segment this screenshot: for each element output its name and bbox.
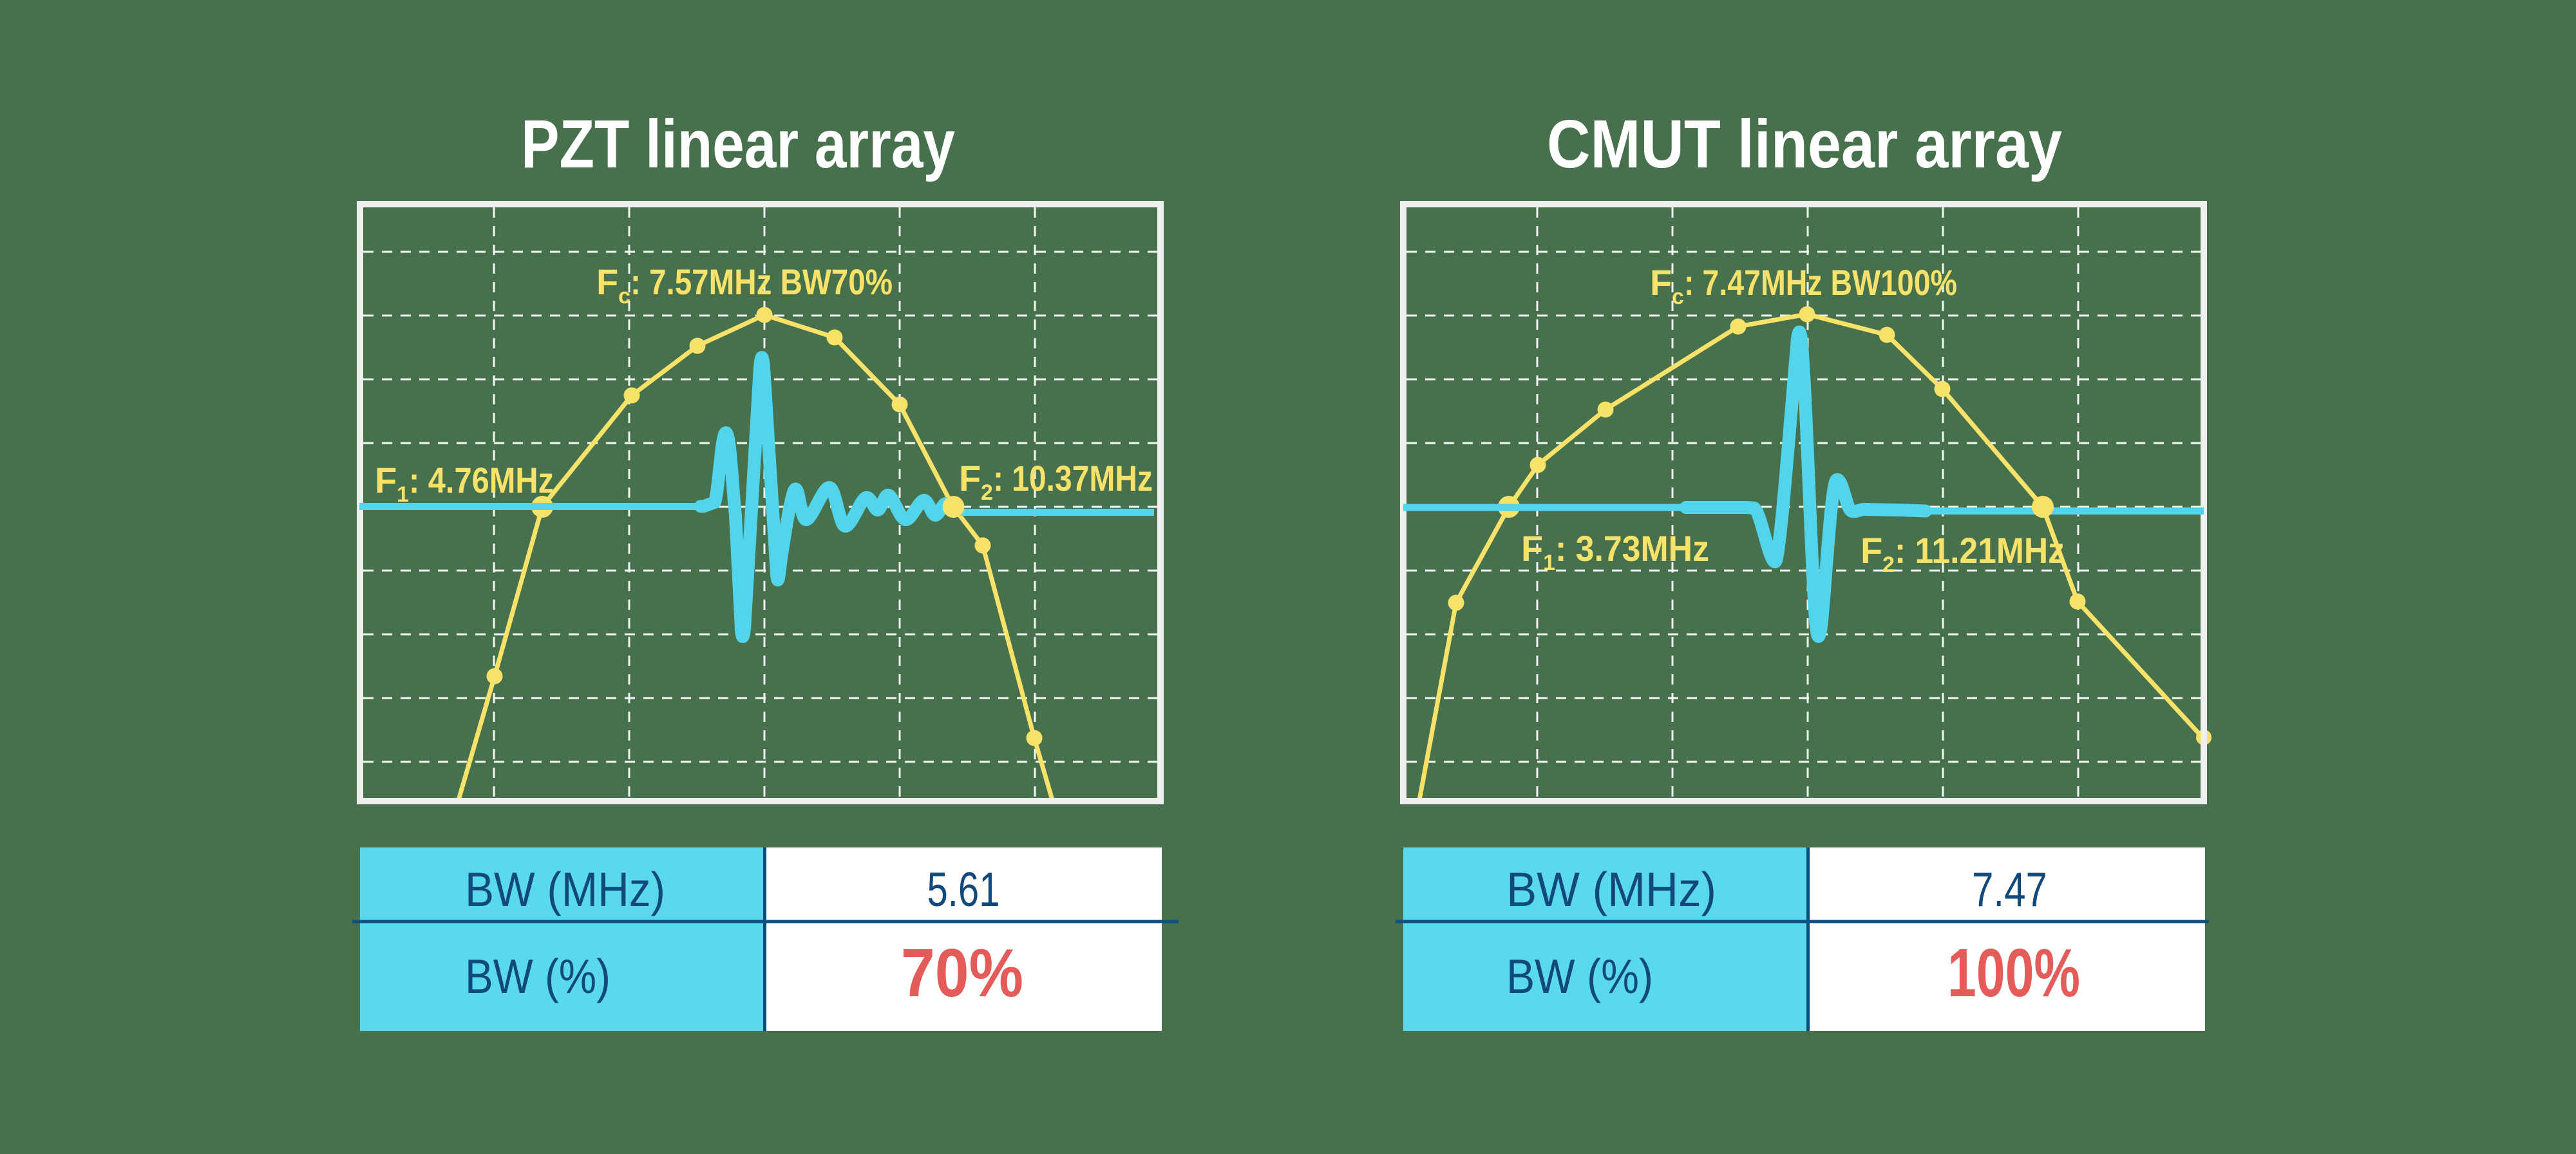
svg-text:: 7.47MHz BW100%: : 7.47MHz BW100% (1684, 262, 1957, 303)
svg-text:F: F (1650, 262, 1672, 303)
svg-text:F: F (375, 460, 397, 500)
svg-text:CMUT linear array: CMUT linear array (1547, 106, 2062, 182)
svg-text:F: F (596, 261, 618, 302)
svg-text:BW (MHz): BW (MHz) (1506, 862, 1716, 916)
svg-text:: 4.76MHz: : 4.76MHz (409, 460, 554, 500)
svg-text:F: F (1521, 528, 1543, 569)
svg-text:F: F (1861, 530, 1882, 571)
svg-text:: 10.37MHz: : 10.37MHz (993, 458, 1153, 498)
svg-text:7.47: 7.47 (1972, 862, 2047, 916)
svg-text:100%: 100% (1947, 935, 2080, 1011)
svg-text:5.61: 5.61 (927, 862, 1000, 916)
svg-text:BW (%): BW (%) (1506, 949, 1653, 1003)
svg-text:: 3.73MHz: : 3.73MHz (1555, 528, 1709, 569)
svg-text:PZT linear array: PZT linear array (521, 106, 955, 182)
svg-text:2: 2 (981, 480, 993, 505)
svg-text:c: c (618, 284, 630, 308)
svg-text:BW (MHz): BW (MHz) (465, 862, 665, 916)
svg-text:70%: 70% (901, 935, 1023, 1011)
svg-text:BW (%): BW (%) (465, 949, 611, 1003)
svg-text:2: 2 (1882, 553, 1895, 577)
svg-text:1: 1 (1543, 551, 1555, 575)
svg-text:: 7.57MHz BW70%: : 7.57MHz BW70% (630, 261, 893, 302)
svg-text:F: F (959, 458, 981, 498)
svg-text:c: c (1672, 285, 1684, 309)
svg-text:: 11.21MHz: : 11.21MHz (1895, 530, 2065, 571)
svg-text:1: 1 (397, 482, 409, 507)
